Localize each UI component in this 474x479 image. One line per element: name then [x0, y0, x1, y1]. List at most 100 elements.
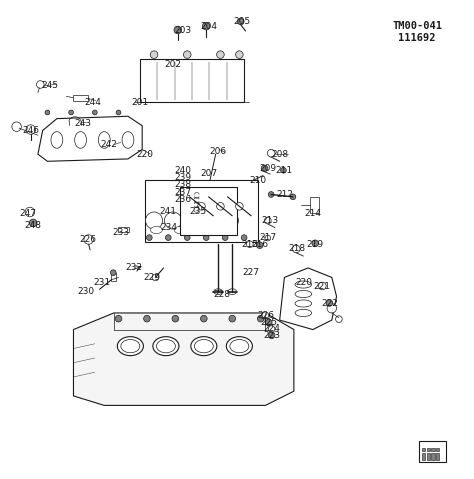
- Circle shape: [183, 51, 191, 58]
- Text: 242: 242: [100, 140, 118, 149]
- Circle shape: [92, 110, 97, 115]
- Ellipse shape: [118, 337, 143, 355]
- Text: 221: 221: [314, 283, 331, 291]
- Text: 241: 241: [160, 206, 177, 216]
- Ellipse shape: [174, 227, 186, 234]
- Text: 201: 201: [131, 98, 148, 106]
- Circle shape: [326, 300, 333, 307]
- Text: 231: 231: [93, 278, 110, 286]
- Bar: [431, 453, 435, 460]
- Bar: [422, 447, 425, 451]
- Bar: [118, 227, 129, 232]
- Text: 212: 212: [276, 190, 293, 199]
- Text: 202: 202: [164, 59, 182, 68]
- Text: 233: 233: [112, 228, 129, 237]
- Circle shape: [268, 326, 275, 332]
- Circle shape: [267, 149, 275, 157]
- Text: TM00-041
111692: TM00-041 111692: [392, 22, 442, 43]
- Ellipse shape: [214, 289, 222, 295]
- Circle shape: [84, 235, 93, 244]
- Circle shape: [336, 316, 342, 322]
- Ellipse shape: [51, 132, 63, 148]
- Text: 235: 235: [190, 206, 207, 216]
- Ellipse shape: [295, 281, 312, 288]
- Circle shape: [172, 315, 179, 322]
- Ellipse shape: [230, 340, 249, 353]
- Circle shape: [229, 315, 236, 322]
- Text: 211: 211: [276, 166, 293, 175]
- Text: 246: 246: [22, 126, 39, 135]
- Ellipse shape: [295, 300, 312, 307]
- Bar: [431, 447, 435, 451]
- Text: 206: 206: [210, 148, 227, 156]
- Ellipse shape: [122, 132, 134, 148]
- Circle shape: [29, 219, 37, 227]
- Circle shape: [115, 315, 122, 322]
- Text: 220: 220: [295, 278, 312, 286]
- Text: 210: 210: [250, 176, 267, 185]
- Circle shape: [165, 235, 171, 240]
- Ellipse shape: [194, 340, 213, 353]
- Text: 247: 247: [19, 209, 36, 218]
- Bar: [73, 95, 88, 101]
- Circle shape: [290, 194, 296, 200]
- Circle shape: [265, 235, 271, 241]
- Circle shape: [292, 245, 300, 253]
- Text: 204: 204: [200, 22, 217, 31]
- Circle shape: [236, 51, 243, 58]
- Text: 213: 213: [262, 216, 279, 225]
- Circle shape: [241, 235, 247, 240]
- Circle shape: [164, 212, 182, 229]
- Text: 207: 207: [200, 169, 217, 178]
- Text: 209: 209: [259, 164, 276, 173]
- Circle shape: [202, 212, 219, 229]
- Text: 224: 224: [263, 324, 280, 333]
- Bar: [310, 197, 319, 214]
- Circle shape: [281, 168, 286, 173]
- Circle shape: [237, 18, 244, 25]
- Circle shape: [26, 125, 36, 134]
- Circle shape: [183, 212, 201, 229]
- Text: 208: 208: [271, 149, 288, 159]
- Circle shape: [174, 26, 182, 34]
- Circle shape: [246, 241, 253, 248]
- Text: 244: 244: [84, 98, 101, 106]
- Circle shape: [36, 80, 44, 88]
- Circle shape: [203, 235, 209, 240]
- Circle shape: [327, 304, 337, 313]
- Circle shape: [264, 217, 271, 224]
- Bar: [180, 187, 237, 235]
- Circle shape: [144, 315, 150, 322]
- Circle shape: [152, 274, 159, 281]
- Text: 217: 217: [259, 233, 276, 241]
- Circle shape: [150, 51, 158, 58]
- Bar: [427, 453, 430, 460]
- Circle shape: [221, 212, 238, 229]
- Circle shape: [146, 235, 152, 240]
- Bar: [140, 59, 244, 102]
- Circle shape: [12, 122, 21, 131]
- Circle shape: [146, 212, 163, 229]
- Text: 239: 239: [174, 173, 191, 182]
- Ellipse shape: [191, 337, 217, 355]
- Text: 248: 248: [25, 221, 42, 230]
- Circle shape: [45, 110, 50, 115]
- Text: 230: 230: [78, 287, 95, 296]
- Text: 205: 205: [233, 17, 250, 26]
- Text: 226: 226: [79, 235, 96, 244]
- Circle shape: [116, 110, 121, 115]
- Ellipse shape: [295, 290, 312, 297]
- Circle shape: [198, 203, 205, 210]
- Circle shape: [265, 319, 272, 326]
- Circle shape: [201, 315, 207, 322]
- Text: 227: 227: [243, 268, 260, 277]
- Circle shape: [256, 242, 263, 249]
- Circle shape: [312, 240, 319, 247]
- Text: 226: 226: [257, 311, 274, 320]
- Circle shape: [217, 203, 224, 210]
- Ellipse shape: [198, 227, 210, 234]
- Text: 240: 240: [174, 166, 191, 175]
- Circle shape: [257, 315, 264, 322]
- Polygon shape: [73, 313, 294, 405]
- Text: 229: 229: [143, 273, 160, 282]
